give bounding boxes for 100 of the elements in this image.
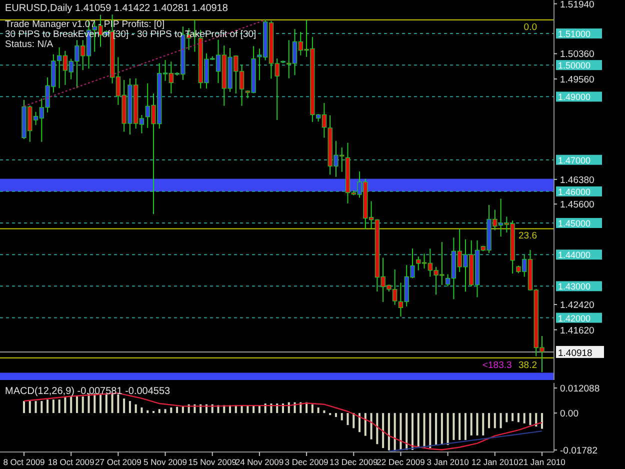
y-tick-label: 1.44000 <box>558 250 591 260</box>
bar <box>164 409 166 414</box>
bar <box>76 396 78 414</box>
annotation: 23.6 <box>518 230 537 242</box>
y-tick-label: 1.51000 <box>558 28 591 39</box>
y-tick-label: 1.49000 <box>558 92 591 102</box>
bar <box>88 393 90 414</box>
bar <box>34 401 37 414</box>
bar <box>500 413 502 428</box>
bar <box>146 410 149 414</box>
x-tick-label: 3 Jan 2010 <box>426 457 470 467</box>
bar <box>40 401 43 414</box>
bar <box>394 413 396 452</box>
bar <box>506 413 508 422</box>
x-tick-label: 21 Jan 2010 <box>518 457 566 467</box>
bar <box>446 413 449 445</box>
bar <box>529 413 532 426</box>
bar <box>323 410 326 414</box>
bar <box>70 396 72 414</box>
bar <box>334 413 337 417</box>
bar <box>512 413 514 422</box>
bar <box>464 413 466 440</box>
bar <box>176 406 178 414</box>
y2-tick-label: 1.46380 <box>560 174 594 186</box>
y-tick-label: -0.01782 <box>560 445 598 456</box>
bar <box>311 404 314 414</box>
bar <box>423 413 426 448</box>
bar <box>412 413 414 450</box>
bar <box>64 396 66 414</box>
x-tick-label: 13 Dec 2009 <box>330 457 378 467</box>
x-tick-label: 22 Dec 2009 <box>376 457 426 467</box>
y2-tick-label: 1.42420 <box>560 300 594 312</box>
bar <box>429 413 432 448</box>
annotation: 38.2 <box>518 360 537 371</box>
y-tick-label: 1.45000 <box>558 218 591 229</box>
bar <box>170 407 172 414</box>
bar <box>476 413 478 436</box>
bar <box>388 413 390 450</box>
x-tick-label: 15 Nov 2009 <box>188 457 237 467</box>
bar <box>158 409 160 414</box>
bar <box>100 393 102 414</box>
bar <box>452 413 455 440</box>
y-tick-label: 1.42000 <box>558 313 591 324</box>
bar <box>482 413 484 436</box>
annotation: Status: N/A <box>5 39 54 50</box>
x-tick-label: 27 Oct 2009 <box>95 457 142 467</box>
x-tick-label: 5 Nov 2009 <box>144 457 188 467</box>
bar <box>340 413 343 420</box>
bar <box>517 413 520 422</box>
bar <box>494 413 496 428</box>
bar <box>523 413 526 424</box>
bar <box>94 393 96 414</box>
x-tick-label: 3 Dec 2009 <box>284 457 329 467</box>
bar <box>370 413 372 440</box>
bar <box>435 413 438 445</box>
bar <box>105 393 108 414</box>
y2-tick-label: 1.45600 <box>560 200 594 211</box>
y2-tick-label: 1.41620 <box>560 325 594 336</box>
bar <box>488 413 490 428</box>
bar <box>117 394 120 414</box>
bar <box>346 413 349 426</box>
x-tick-label: 24 Nov 2009 <box>235 457 284 467</box>
y-tick-label: 1.47000 <box>558 155 591 166</box>
y-tick-label: 0.00 <box>560 408 578 420</box>
bar <box>23 401 25 414</box>
bar <box>82 396 84 414</box>
bar <box>376 413 378 444</box>
y2-tick-label: 1.51940 <box>560 0 594 10</box>
bar <box>28 401 31 414</box>
bar <box>406 413 408 450</box>
bar <box>541 413 543 429</box>
bar <box>364 413 366 436</box>
bar <box>535 413 538 427</box>
annotation: 0.0 <box>524 22 537 33</box>
bar <box>140 407 143 414</box>
bar <box>400 413 402 450</box>
ref-line-label: 1.40918 <box>558 348 592 359</box>
bar <box>111 393 114 414</box>
bar <box>134 404 137 414</box>
x-tick-label: 12 Jan 2010 <box>472 457 519 467</box>
bar <box>470 413 472 436</box>
bar <box>440 413 443 445</box>
bar <box>128 401 131 414</box>
bar <box>417 413 420 448</box>
bar <box>382 413 384 448</box>
y-tick-label: 1.50000 <box>558 60 591 71</box>
bar <box>46 400 49 414</box>
bar <box>458 413 461 440</box>
y2-tick-label: 1.50360 <box>560 49 594 60</box>
bar <box>152 410 154 414</box>
bar <box>123 398 126 414</box>
y-tick-label: 1.43000 <box>558 282 591 292</box>
y-tick-label: 1.46000 <box>558 186 591 197</box>
y-tick-label: 0.012088 <box>560 384 600 394</box>
x-tick-label: 8 Oct 2009 <box>3 457 46 467</box>
bar <box>58 400 60 414</box>
annotation: <183.3 <box>482 360 512 371</box>
bar <box>358 413 361 432</box>
bar <box>52 400 54 414</box>
y2-tick-label: 1.49560 <box>560 74 594 86</box>
